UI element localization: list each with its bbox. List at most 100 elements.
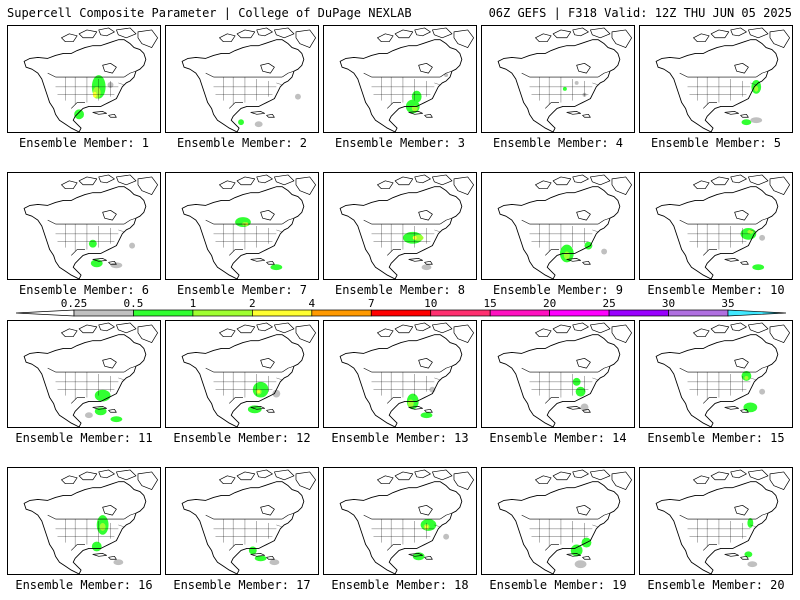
island-outline <box>92 258 107 262</box>
country-border <box>205 514 214 520</box>
country-border <box>598 512 611 520</box>
ensemble-member-map <box>165 172 319 280</box>
colorbar-tick-label: 15 <box>484 298 497 310</box>
island-outline <box>730 27 747 37</box>
ensemble-member-label: Ensemble Member: 4 <box>492 136 624 150</box>
island-outline <box>256 469 273 479</box>
island-outline <box>748 469 769 481</box>
island-outline <box>582 113 591 118</box>
island-outline <box>116 469 137 481</box>
country-border <box>545 544 559 551</box>
island-outline <box>734 504 749 516</box>
island-outline <box>266 113 275 118</box>
island-outline <box>102 357 117 369</box>
country-border <box>679 72 688 78</box>
island-outline <box>566 406 581 410</box>
state-border <box>276 524 283 528</box>
country-border <box>229 544 243 551</box>
country-border <box>679 514 688 520</box>
ensemble-member-map <box>481 172 635 280</box>
island-outline <box>730 174 747 184</box>
ensemble-member-label: Ensemble Member: 13 <box>331 431 469 445</box>
island-outline <box>453 471 474 490</box>
scp-shading <box>601 248 608 255</box>
country-border <box>440 512 453 520</box>
island-outline <box>552 471 572 481</box>
coastline <box>497 186 621 279</box>
state-border <box>118 229 125 233</box>
island-outline <box>576 357 591 369</box>
colorbar-segment <box>252 309 313 317</box>
state-border <box>750 82 757 86</box>
island-outline <box>394 176 414 186</box>
island-outline <box>710 324 730 334</box>
coastline <box>181 39 305 132</box>
country-border <box>387 249 401 256</box>
country-border <box>521 514 530 520</box>
island-outline <box>769 471 790 490</box>
state-border <box>434 82 441 86</box>
colorbar-segment <box>370 309 432 317</box>
ensemble-member-label: Ensemble Member: 5 <box>650 136 782 150</box>
scp-shading <box>421 264 432 271</box>
colorbar-tick-label: 7 <box>368 298 375 310</box>
colorbar-segment <box>192 309 253 317</box>
country-border <box>703 544 717 551</box>
north-america-map <box>655 27 790 132</box>
country-border <box>703 102 717 109</box>
colorbar-segment <box>311 309 372 317</box>
island-outline <box>432 174 453 186</box>
island-outline <box>710 29 730 39</box>
island-outline <box>92 406 107 410</box>
island-outline <box>408 258 423 262</box>
state-border <box>750 524 757 528</box>
island-outline <box>734 209 749 221</box>
scp-shading <box>759 234 766 241</box>
ensemble-member-map <box>323 467 477 575</box>
country-border <box>47 514 56 520</box>
island-outline <box>377 328 394 338</box>
island-outline <box>572 27 589 37</box>
scp-shading <box>248 546 257 555</box>
coastline <box>23 334 147 427</box>
scp-shading <box>110 262 123 269</box>
island-outline <box>582 408 591 413</box>
colorbar-tick-label: 4 <box>309 298 316 310</box>
island-outline <box>236 29 256 39</box>
ensemble-member-map <box>165 320 319 428</box>
north-america-map <box>655 322 790 427</box>
island-outline <box>693 328 710 338</box>
country-border <box>71 397 85 404</box>
coastline <box>655 186 779 279</box>
state-border <box>592 229 599 233</box>
island-outline <box>535 33 552 43</box>
scp-shading <box>747 561 758 568</box>
scp-shading <box>270 264 283 271</box>
island-outline <box>377 180 394 190</box>
island-outline <box>116 322 137 334</box>
ensemble-member-label: Ensemble Member: 16 <box>15 578 153 592</box>
country-border <box>205 219 214 225</box>
island-outline <box>78 324 98 334</box>
island-outline <box>295 176 316 195</box>
north-america-map <box>339 322 474 427</box>
scp-shading <box>759 388 766 395</box>
scp-shading <box>744 551 753 558</box>
state-border <box>118 82 125 86</box>
island-outline <box>266 408 275 413</box>
scp-shading <box>750 117 763 124</box>
scp-shading <box>99 522 106 531</box>
ensemble-member-label: Ensemble Member: 18 <box>331 578 469 592</box>
state-border <box>276 229 283 233</box>
scp-shading <box>575 386 586 397</box>
island-outline <box>748 174 769 186</box>
island-outline <box>418 209 433 221</box>
island-outline <box>108 555 117 560</box>
colorbar-tick-label: 25 <box>602 298 615 310</box>
ensemble-member-map <box>481 320 635 428</box>
ensemble-member-map <box>481 25 635 133</box>
country-border <box>124 217 137 225</box>
country-border <box>229 397 243 404</box>
island-outline <box>734 357 749 369</box>
colorbar-tick-label: 30 <box>662 298 675 310</box>
